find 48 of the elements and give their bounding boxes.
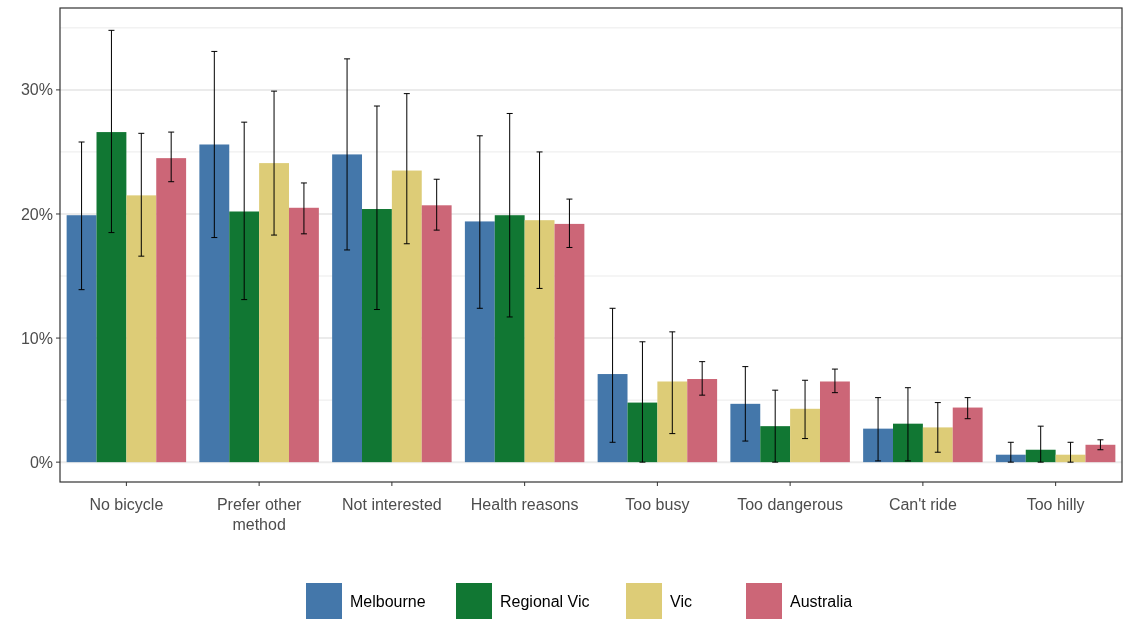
x-tick-label: Too busy <box>625 496 690 513</box>
bar <box>730 403 761 463</box>
bar <box>362 209 392 463</box>
bar <box>1055 454 1086 463</box>
bar <box>1085 444 1116 463</box>
bar <box>657 381 688 463</box>
x-tick-label: Prefer other method <box>216 496 303 533</box>
bar <box>126 195 157 463</box>
bar <box>288 207 319 463</box>
y-tick-label: 0% <box>29 453 53 471</box>
bar <box>995 454 1026 463</box>
legend-label: Regional Vic <box>500 592 590 610</box>
bar <box>199 144 230 463</box>
bar <box>922 427 953 463</box>
bar <box>332 154 363 463</box>
bar <box>554 223 585 463</box>
legend-label: Melbourne <box>350 592 426 610</box>
bar <box>597 374 628 463</box>
bar <box>819 381 850 463</box>
bar <box>229 211 260 463</box>
y-tick-label: 30% <box>20 81 53 99</box>
bar <box>952 407 983 463</box>
x-tick-label: Not interested <box>342 496 442 513</box>
bar <box>156 158 187 463</box>
bar <box>627 402 658 463</box>
bar <box>524 220 555 463</box>
legend-label: Australia <box>790 592 853 610</box>
y-tick-label: 20% <box>20 205 53 223</box>
bar <box>687 379 718 463</box>
x-tick-label: Too dangerous <box>737 496 844 513</box>
legend-label: Vic <box>670 592 692 610</box>
x-tick-label: No bicycle <box>89 496 164 513</box>
bar <box>863 428 894 463</box>
bar <box>96 132 127 463</box>
bar <box>259 163 289 463</box>
x-tick-label: Health reasons <box>470 496 579 513</box>
bar <box>66 215 97 463</box>
x-tick-label: Too hilly <box>1026 496 1085 513</box>
y-tick-label: 10% <box>20 329 53 347</box>
bar <box>464 221 495 463</box>
bar <box>1025 449 1056 463</box>
bar <box>421 205 452 463</box>
x-tick-label: Can't ride <box>888 496 957 513</box>
bar <box>494 215 525 463</box>
bar <box>790 408 820 463</box>
bar <box>893 423 923 463</box>
bar <box>391 170 422 463</box>
bar <box>760 426 791 463</box>
